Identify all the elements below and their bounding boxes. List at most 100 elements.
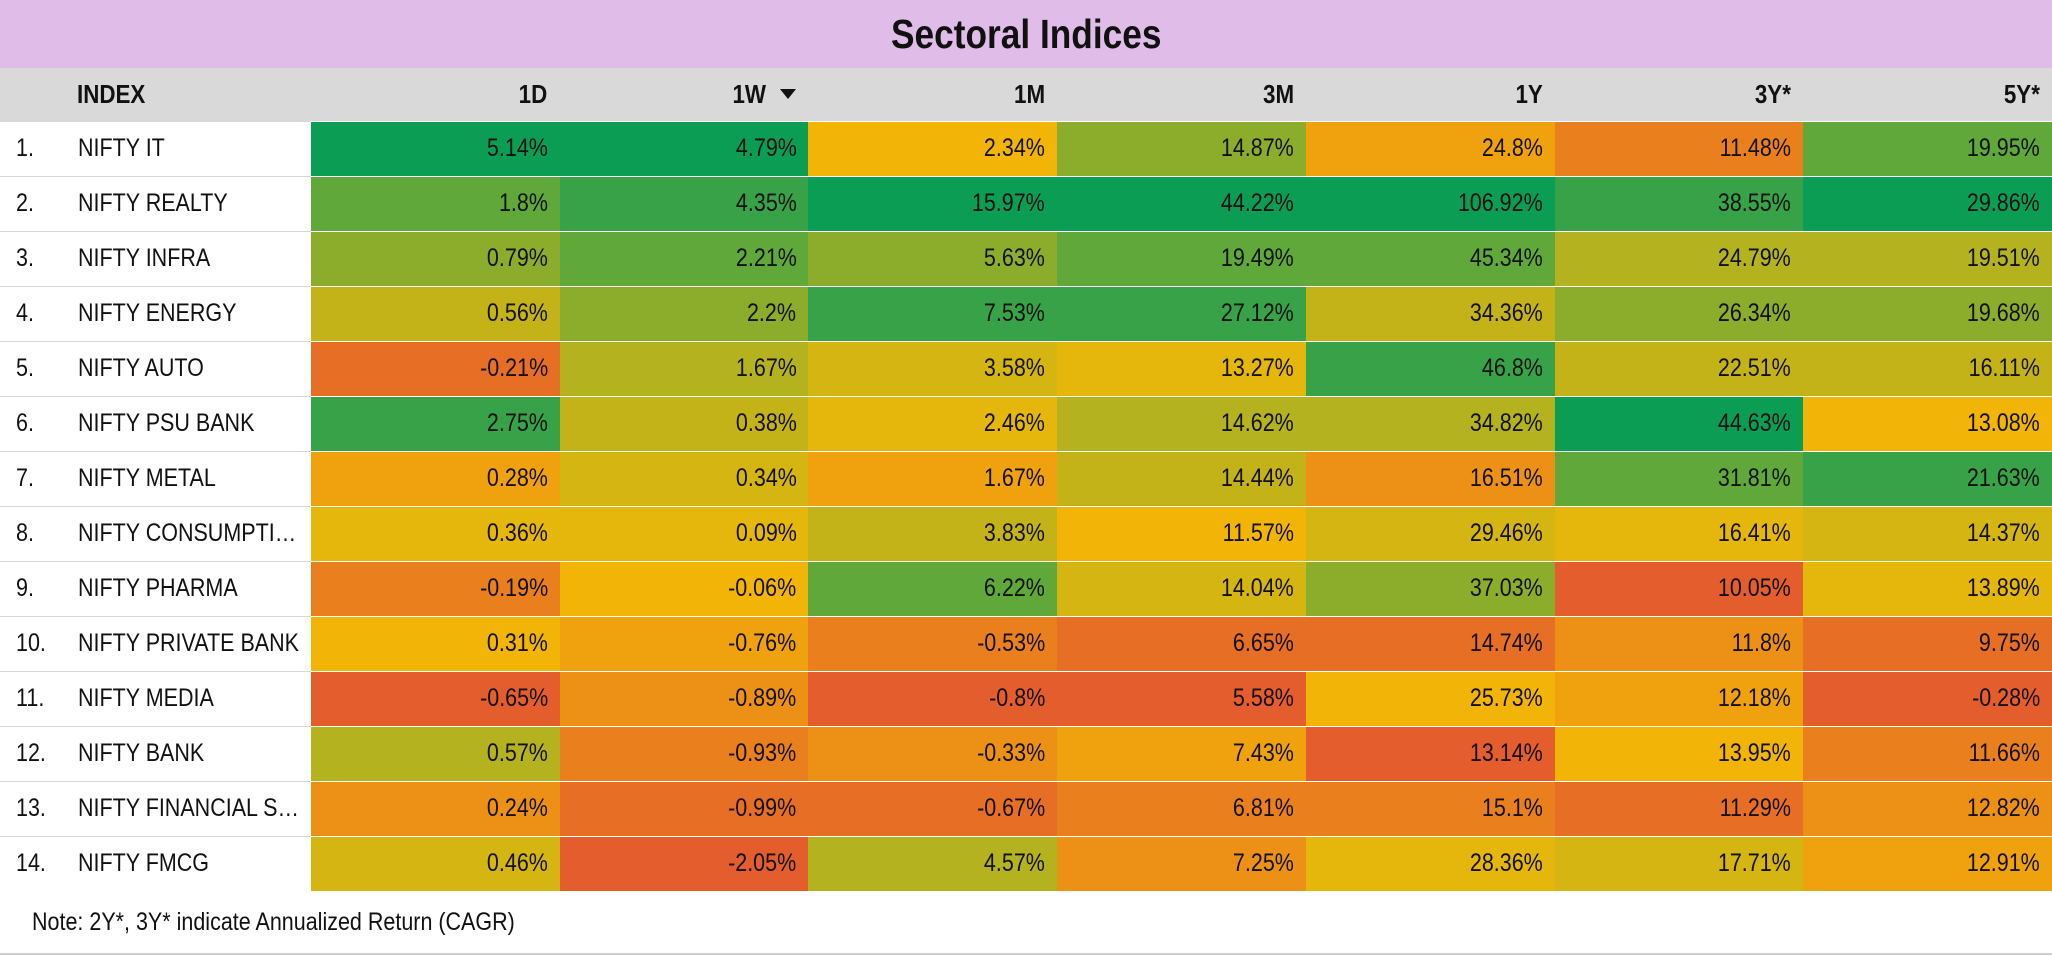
table-row[interactable]: 5. NIFTY AUTO -0.21% 1.67% 3.58% 13.27% 46.8% 2… [0, 340, 2052, 396]
value-cell-3y: 17.71% [1554, 835, 1804, 891]
value-cell-1w: -0.99% [559, 780, 809, 836]
column-header-1w[interactable]: 1W [560, 68, 809, 121]
table-row[interactable]: 1. NIFTY IT 5.14% 4.79% 2.34% 14.87% 24.8% 11.4… [0, 120, 2052, 176]
index-name: NIFTY ENERGY [78, 299, 237, 327]
value-label: -0.65% [479, 684, 548, 712]
value-cell-5y: 19.51% [1803, 230, 2052, 286]
table-row[interactable]: 9. NIFTY PHARMA -0.19% -0.06% 6.22% 14.04% 37.… [0, 560, 2052, 616]
index-name-cell[interactable]: NIFTY INFRA [77, 230, 312, 286]
table-row[interactable]: 14. NIFTY FMCG 0.46% -2.05% 4.57% 7.25% 28.36%… [0, 835, 2052, 891]
index-name: NIFTY PSU BANK [78, 409, 255, 437]
column-header-3y[interactable]: 3Y* [1755, 78, 1792, 109]
value-cell-1m: 15.97% [808, 175, 1058, 231]
value-label: 0.79% [486, 244, 548, 272]
table-row[interactable]: 3. NIFTY INFRA 0.79% 2.21% 5.63% 19.49% 45.34%… [0, 230, 2052, 286]
value-label: 4.35% [735, 189, 797, 217]
index-name-cell[interactable]: NIFTY REALTY [77, 175, 312, 231]
index-name-cell[interactable]: NIFTY METAL [77, 450, 312, 506]
value-cell-3m: 14.87% [1057, 120, 1306, 176]
row-rank: 8. [0, 505, 77, 561]
value-cell-1d: 0.28% [311, 450, 560, 506]
index-name-cell[interactable]: NIFTY PSU BANK [77, 395, 312, 451]
value-cell-1d: 2.75% [311, 395, 560, 451]
value-cell-1d: 1.8% [311, 175, 560, 231]
column-header-index[interactable]: INDEX [77, 78, 146, 109]
value-label: 11.57% [1222, 519, 1294, 547]
value-label: -0.21% [479, 354, 548, 382]
value-cell-1d: 0.57% [311, 725, 560, 781]
value-label: 0.24% [486, 794, 548, 822]
value-cell-5y: -0.28% [1803, 670, 2052, 726]
footnote: Note: 2Y*, 3Y* indicate Annualized Retur… [0, 891, 2052, 955]
value-cell-1y: 15.1% [1305, 780, 1555, 836]
value-cell-1m: 2.34% [808, 120, 1058, 176]
index-name-cell[interactable]: NIFTY FINANCIAL S… [77, 780, 312, 836]
value-cell-5y: 19.95% [1803, 120, 2052, 176]
table-row[interactable]: 2. NIFTY REALTY 1.8% 4.35% 15.97% 44.22% 106.9… [0, 175, 2052, 231]
value-label: 2.2% [747, 299, 797, 327]
value-cell-3m: 11.57% [1057, 505, 1306, 561]
row-rank-label: 4. [16, 299, 34, 327]
row-rank: 7. [0, 450, 77, 506]
page-title: Sectoral Indices [890, 10, 1162, 57]
value-cell-1m: 2.46% [808, 395, 1058, 451]
value-cell-1w: -0.76% [559, 615, 809, 671]
value-label: 19.51% [1967, 244, 2040, 272]
column-header-1m[interactable]: 1M [1014, 78, 1046, 109]
value-label: 0.09% [735, 519, 797, 547]
sort-descending-icon[interactable] [780, 88, 797, 99]
value-label: 16.41% [1718, 519, 1792, 547]
table-row[interactable]: 8. NIFTY CONSUMPTI… 0.36% 0.09% 3.83% 11.57% 2… [0, 505, 2052, 561]
value-cell-1m: 3.58% [808, 340, 1058, 396]
value-cell-3m: 6.65% [1057, 615, 1306, 671]
table-row[interactable]: 12. NIFTY BANK 0.57% -0.93% -0.33% 7.43% 13.14… [0, 725, 2052, 781]
table-row[interactable]: 4. NIFTY ENERGY 0.56% 2.2% 7.53% 27.12% 34.36%… [0, 285, 2052, 341]
table-row[interactable]: 11. NIFTY MEDIA -0.65% -0.89% -0.8% 5.58% 25.7… [0, 670, 2052, 726]
value-cell-3m: 7.43% [1057, 725, 1306, 781]
index-name-cell[interactable]: NIFTY IT [77, 120, 312, 176]
value-cell-1y: 13.14% [1305, 725, 1555, 781]
table-row[interactable]: 10. NIFTY PRIVATE BANK 0.31% -0.76% -0.53% 6.… [0, 615, 2052, 671]
table-row[interactable]: 7. NIFTY METAL 0.28% 0.34% 1.67% 14.44% 16.51%… [0, 450, 2052, 506]
value-label: 19.49% [1220, 244, 1294, 272]
value-cell-1y: 45.34% [1305, 230, 1555, 286]
value-cell-3y: 26.34% [1554, 285, 1804, 341]
index-name-cell[interactable]: NIFTY ENERGY [77, 285, 312, 341]
value-label: 28.36% [1469, 849, 1543, 878]
value-label: 0.34% [735, 464, 797, 492]
value-cell-1m: -0.53% [808, 615, 1058, 671]
value-cell-1d: -0.21% [311, 340, 560, 396]
value-label: 0.36% [486, 519, 548, 547]
value-label: 29.46% [1469, 519, 1543, 547]
index-name-cell[interactable]: NIFTY FMCG [77, 835, 312, 891]
value-cell-5y: 13.89% [1803, 560, 2052, 616]
value-label: 5.58% [1232, 684, 1294, 712]
value-cell-3y: 12.18% [1554, 670, 1804, 726]
index-name-cell[interactable]: NIFTY PRIVATE BANK [77, 615, 312, 671]
value-cell-1y: 46.8% [1305, 340, 1555, 396]
index-name: NIFTY CONSUMPTI… [78, 519, 297, 547]
index-name-cell[interactable]: NIFTY MEDIA [77, 670, 312, 726]
row-rank-label: 5. [16, 354, 34, 382]
value-cell-3y: 31.81% [1554, 450, 1804, 506]
row-rank: 1. [0, 120, 77, 176]
column-header-1d[interactable]: 1D [519, 78, 548, 109]
value-cell-1m: -0.67% [808, 780, 1058, 836]
index-name-cell[interactable]: NIFTY BANK [77, 725, 312, 781]
index-name-cell[interactable]: NIFTY CONSUMPTI… [77, 505, 312, 561]
table-row[interactable]: 6. NIFTY PSU BANK 2.75% 0.38% 2.46% 14.62% 34.… [0, 395, 2052, 451]
column-header-1y[interactable]: 1Y [1515, 78, 1543, 109]
value-cell-5y: 13.08% [1803, 395, 2052, 451]
column-header-3m[interactable]: 3M [1262, 78, 1294, 109]
index-name-cell[interactable]: NIFTY AUTO [77, 340, 312, 396]
column-header-5y[interactable]: 5Y* [2003, 78, 2040, 109]
row-rank: 5. [0, 340, 77, 396]
value-cell-3m: 14.04% [1057, 560, 1306, 616]
value-label: 37.03% [1469, 574, 1543, 602]
value-cell-3m: 13.27% [1057, 340, 1306, 396]
value-label: 14.44% [1220, 464, 1294, 492]
index-name-cell[interactable]: NIFTY PHARMA [77, 560, 312, 616]
value-cell-1m: 4.57% [808, 835, 1058, 891]
value-cell-1w: -0.93% [559, 725, 809, 781]
table-row[interactable]: 13. NIFTY FINANCIAL S… 0.24% -0.99% -0.67% 6.… [0, 780, 2052, 836]
